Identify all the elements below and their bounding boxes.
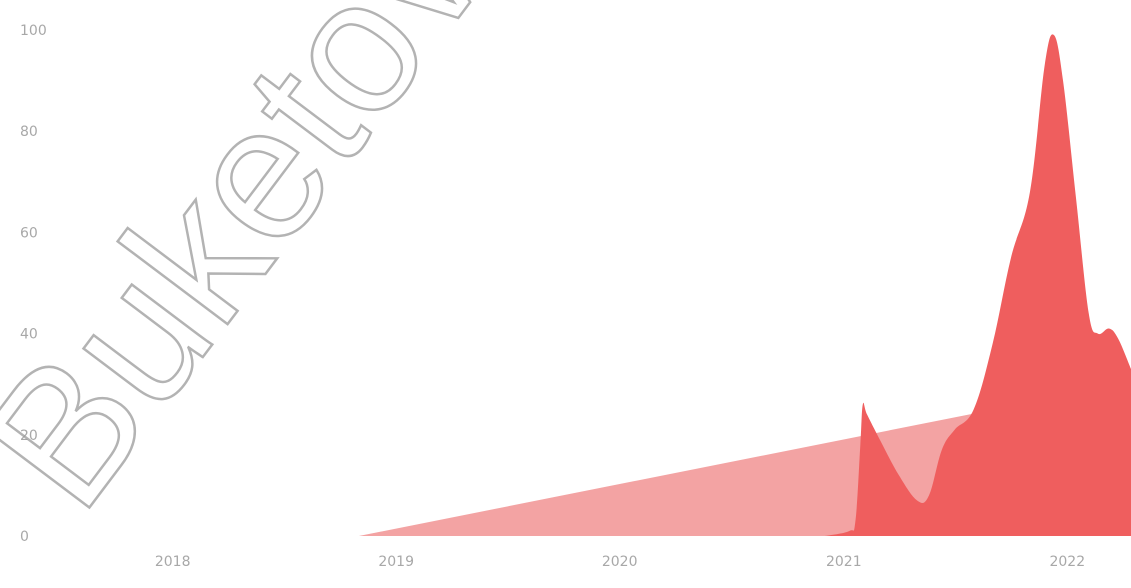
y-tick-label: 100: [20, 23, 47, 39]
y-tick-label: 80: [20, 124, 38, 140]
x-tick-label: 2018: [155, 554, 191, 570]
x-tick-label: 2022: [1049, 554, 1085, 570]
y-tick-label: 0: [20, 529, 29, 545]
series-layer: [358, 34, 1131, 537]
y-tick-label: 60: [20, 225, 38, 241]
y-tick-label: 20: [20, 428, 38, 444]
x-tick-label: 2021: [826, 554, 862, 570]
y-axis: 0 20 40 60 80 100: [20, 23, 47, 545]
x-tick-label: 2019: [378, 554, 414, 570]
watermark-logo: Buketov: [0, 0, 526, 545]
y-tick-label: 40: [20, 327, 38, 343]
x-axis: 2018 2019 2020 2021 2022: [155, 554, 1085, 570]
x-tick-label: 2020: [602, 554, 638, 570]
area-series-2: [824, 34, 1131, 537]
